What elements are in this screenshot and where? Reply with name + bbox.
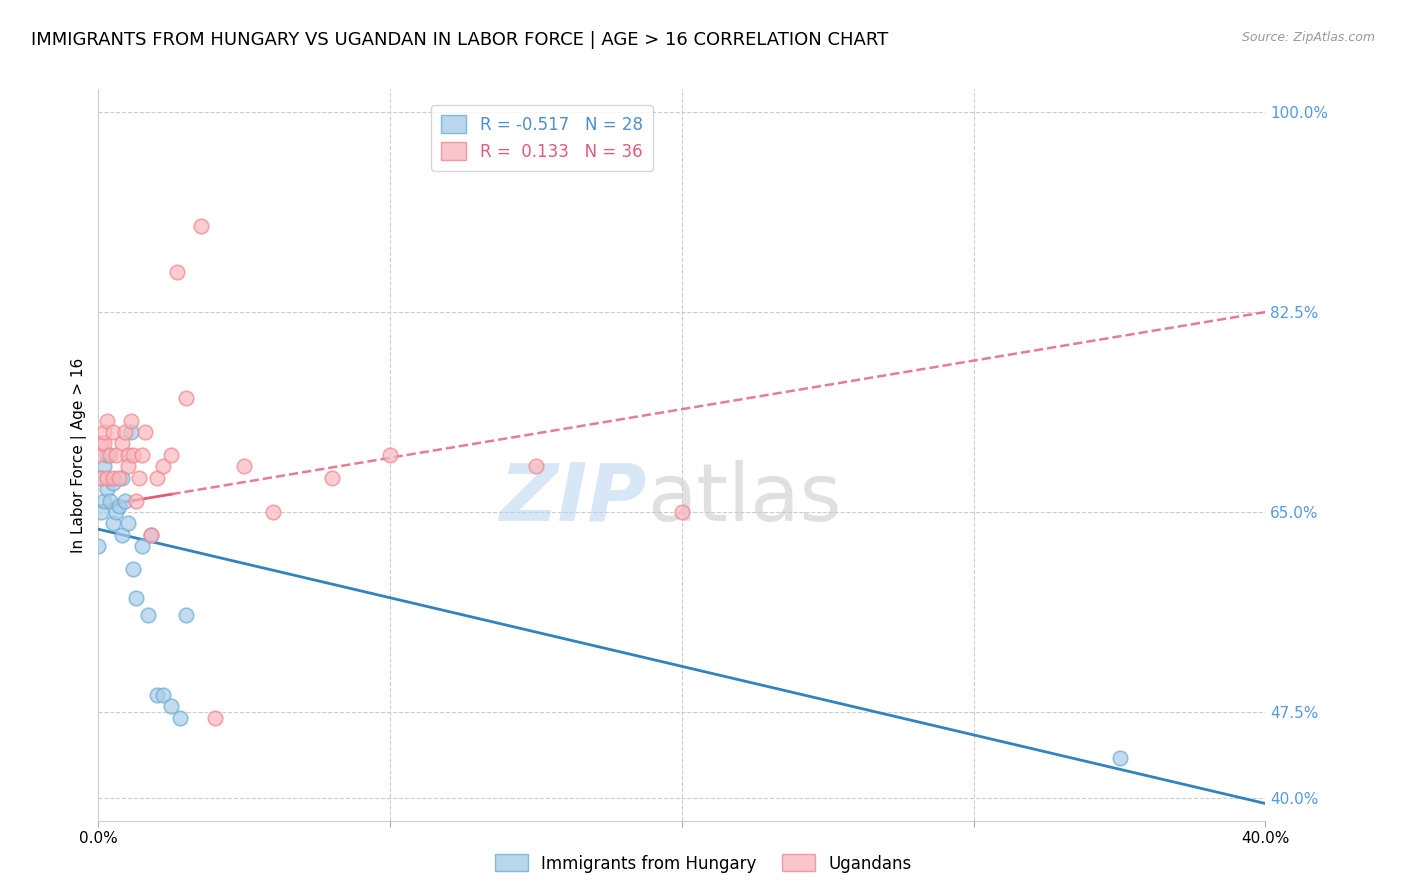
- Point: [90, 436, 112, 450]
- Point: [93, 425, 115, 439]
- Point: [96, 482, 118, 496]
- Point: [152, 459, 174, 474]
- Point: [101, 471, 124, 485]
- Point: [321, 471, 343, 485]
- Legend: Immigrants from Hungary, Ugandans: Immigrants from Hungary, Ugandans: [488, 847, 918, 880]
- Point: [117, 516, 139, 531]
- Text: atlas: atlas: [647, 459, 841, 538]
- Point: [1108, 751, 1130, 765]
- Point: [380, 448, 402, 462]
- Point: [169, 711, 191, 725]
- Point: [93, 493, 115, 508]
- Point: [87, 539, 110, 553]
- Point: [134, 425, 156, 439]
- Point: [125, 591, 148, 605]
- Point: [104, 448, 127, 462]
- Point: [122, 448, 145, 462]
- Point: [152, 688, 174, 702]
- Point: [90, 471, 112, 485]
- Point: [139, 528, 162, 542]
- Point: [146, 688, 169, 702]
- Point: [524, 459, 547, 474]
- Text: IMMIGRANTS FROM HUNGARY VS UGANDAN IN LABOR FORCE | AGE > 16 CORRELATION CHART: IMMIGRANTS FROM HUNGARY VS UGANDAN IN LA…: [31, 31, 889, 49]
- Point: [98, 448, 121, 462]
- Point: [128, 471, 150, 485]
- Point: [131, 539, 153, 553]
- Point: [108, 471, 131, 485]
- Point: [101, 425, 124, 439]
- Point: [204, 711, 226, 725]
- Point: [146, 471, 169, 485]
- Point: [671, 505, 693, 519]
- Point: [90, 505, 112, 519]
- Point: [93, 459, 115, 474]
- Point: [117, 448, 139, 462]
- Point: [96, 471, 118, 485]
- Point: [108, 500, 131, 514]
- Point: [114, 425, 136, 439]
- Point: [120, 414, 142, 428]
- Point: [122, 562, 145, 576]
- Point: [114, 493, 136, 508]
- Point: [166, 265, 188, 279]
- Point: [111, 528, 134, 542]
- Point: [174, 607, 197, 622]
- Point: [131, 448, 153, 462]
- Text: ZIP: ZIP: [499, 459, 647, 538]
- Legend: R = -0.517   N = 28, R =  0.133   N = 36: R = -0.517 N = 28, R = 0.133 N = 36: [432, 105, 652, 170]
- Text: Source: ZipAtlas.com: Source: ZipAtlas.com: [1241, 31, 1375, 45]
- Point: [174, 391, 197, 405]
- Point: [101, 516, 124, 531]
- Point: [96, 414, 118, 428]
- Point: [160, 448, 183, 462]
- Point: [87, 448, 110, 462]
- Y-axis label: In Labor Force | Age > 16: In Labor Force | Age > 16: [72, 358, 87, 552]
- Point: [90, 471, 112, 485]
- Point: [233, 459, 256, 474]
- Point: [136, 607, 159, 622]
- Point: [117, 459, 139, 474]
- Point: [125, 493, 148, 508]
- Point: [96, 448, 118, 462]
- Point: [93, 436, 115, 450]
- Point: [160, 699, 183, 714]
- Point: [111, 436, 134, 450]
- Point: [120, 425, 142, 439]
- Point: [139, 528, 162, 542]
- Point: [262, 505, 284, 519]
- Point: [98, 493, 121, 508]
- Point: [111, 471, 134, 485]
- Point: [101, 476, 124, 491]
- Point: [190, 219, 212, 234]
- Point: [104, 505, 127, 519]
